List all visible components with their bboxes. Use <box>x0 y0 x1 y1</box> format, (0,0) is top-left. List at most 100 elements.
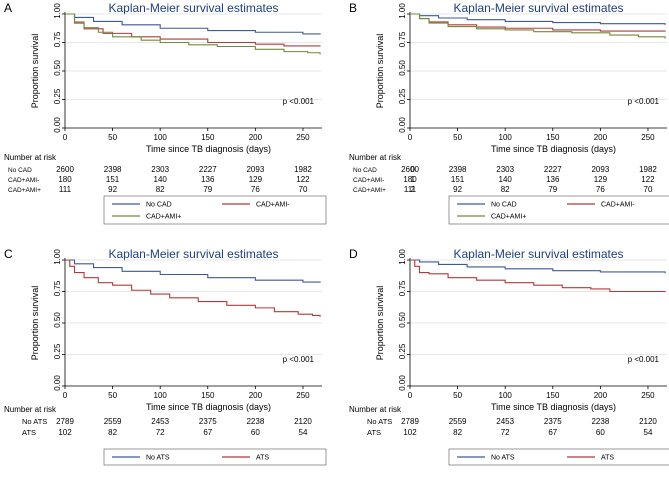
panel-letter: B <box>349 1 357 15</box>
survival-curve-no-cad <box>410 13 666 25</box>
risk-value: 82 <box>453 428 462 437</box>
risk-value: 2120 <box>294 417 312 426</box>
y-axis-label: Proportion survival <box>30 34 40 109</box>
risk-row-label: CAD+AMI+ <box>353 187 386 194</box>
p-value-annotation: p <0.001 <box>628 97 660 106</box>
survival-curve-ats <box>65 259 321 317</box>
legend-label: No CAD <box>491 202 517 209</box>
risk-value: 129 <box>249 175 263 184</box>
risk-row-label: CAD+AMI- <box>353 177 384 184</box>
x-tick-label: 200 <box>594 133 608 142</box>
risk-value: 140 <box>154 175 168 184</box>
risk-value: 122 <box>641 175 655 184</box>
y-tick-label: 0.00 <box>53 117 62 133</box>
risk-value: 151 <box>106 175 120 184</box>
risk-value: 2093 <box>246 165 264 174</box>
panel-letter: A <box>4 1 12 15</box>
legend-box <box>448 195 669 225</box>
x-tick-label: 50 <box>453 391 462 400</box>
risk-value: 2093 <box>591 165 609 174</box>
y-tick-label: 0.25 <box>53 88 62 104</box>
y-tick-label: 0.75 <box>398 280 407 296</box>
risk-row-label: No ATS <box>367 417 392 426</box>
risk-value: 2238 <box>246 417 264 426</box>
p-value-annotation: p <0.001 <box>283 97 315 106</box>
x-tick-label: 150 <box>201 391 215 400</box>
x-tick-label: 150 <box>546 391 560 400</box>
legend-label: No CAD <box>146 202 172 209</box>
risk-value: 2789 <box>56 417 74 426</box>
risk-value: 2453 <box>151 417 169 426</box>
risk-value: 2227 <box>544 165 562 174</box>
x-tick-label: 50 <box>108 133 117 142</box>
x-tick-label: 100 <box>154 133 168 142</box>
risk-value: 72 <box>156 428 165 437</box>
risk-value: 111 <box>404 185 417 194</box>
chart-title: Kaplan-Meier survival estimates <box>108 247 278 261</box>
km-panel-c: C Kaplan-Meier survival estimates 0.00 0.25… <box>4 247 327 466</box>
risk-value: 76 <box>596 185 605 194</box>
risk-value: 2398 <box>449 165 467 174</box>
x-axis-label: Time since TB diagnosis (days) <box>146 402 271 412</box>
y-tick-label: 0.75 <box>53 280 62 296</box>
risk-value: 180 <box>58 175 72 184</box>
panel-letter: D <box>349 247 358 261</box>
y-tick-label: 0.25 <box>398 343 407 359</box>
risk-value: 136 <box>201 175 215 184</box>
risk-row-prefix: 1 <box>411 175 416 184</box>
risk-value: 67 <box>548 428 557 437</box>
risk-value: 92 <box>108 185 117 194</box>
legend-label: ATS <box>256 455 269 462</box>
risk-value: 180 <box>403 175 417 184</box>
y-tick-label: 1.00 <box>398 249 407 265</box>
chart-title: Kaplan-Meier survival estimates <box>453 247 623 261</box>
panel-letter: C <box>4 247 13 261</box>
risk-value: 136 <box>546 175 560 184</box>
risk-value: 72 <box>501 428 510 437</box>
risk-value: 79 <box>548 185 557 194</box>
risk-value: 122 <box>296 175 310 184</box>
risk-row-label: No ATS <box>22 417 47 426</box>
x-tick-label: 250 <box>296 391 310 400</box>
risk-value: 2600 <box>401 165 419 174</box>
risk-value: 2120 <box>639 417 657 426</box>
x-tick-label: 250 <box>641 133 655 142</box>
risk-table-header: Number at risk <box>4 405 57 414</box>
legend-label: CAD+AMI- <box>256 202 290 209</box>
legend-label: CAD+AMI+ <box>146 214 181 221</box>
y-tick-label: 0.00 <box>398 375 407 391</box>
risk-value: 151 <box>451 175 465 184</box>
risk-value: 2559 <box>104 417 122 426</box>
x-tick-label: 0 <box>408 133 413 142</box>
x-tick-label: 200 <box>594 391 608 400</box>
p-value-annotation: p <0.001 <box>283 355 315 364</box>
p-value-annotation: p <0.001 <box>628 355 660 364</box>
x-tick-label: 150 <box>201 133 215 142</box>
x-tick-label: 50 <box>453 133 462 142</box>
x-tick-label: 200 <box>249 391 263 400</box>
x-axis-label: Time since TB diagnosis (days) <box>491 402 616 412</box>
risk-row-label: CAD+AMI- <box>8 177 39 184</box>
km-panel-d: D Kaplan-Meier survival estimates 0.00 0.25… <box>349 247 669 466</box>
y-axis-label: Proportion survival <box>375 286 385 361</box>
risk-value: 54 <box>644 428 653 437</box>
risk-value: 60 <box>596 428 605 437</box>
survival-curve-cad-ami- <box>65 13 321 47</box>
legend-label: ATS <box>601 455 614 462</box>
risk-value: 60 <box>251 428 260 437</box>
x-tick-label: 200 <box>249 133 263 142</box>
risk-row-prefix: 0 <box>411 165 416 174</box>
x-tick-label: 0 <box>63 391 68 400</box>
risk-value: 2398 <box>104 165 122 174</box>
x-tick-label: 250 <box>641 391 655 400</box>
x-tick-label: 0 <box>63 133 68 142</box>
risk-value: 111 <box>59 185 72 194</box>
chart-title: Kaplan-Meier survival estimates <box>453 1 623 15</box>
y-tick-label: 0.50 <box>53 312 62 328</box>
y-tick-label: 0.25 <box>53 343 62 359</box>
x-tick-label: 250 <box>296 133 310 142</box>
risk-value: 2303 <box>151 165 169 174</box>
risk-value: 129 <box>594 175 608 184</box>
km-panel-b: B Kaplan-Meier survival estimates 0.00 0.25… <box>349 1 669 225</box>
